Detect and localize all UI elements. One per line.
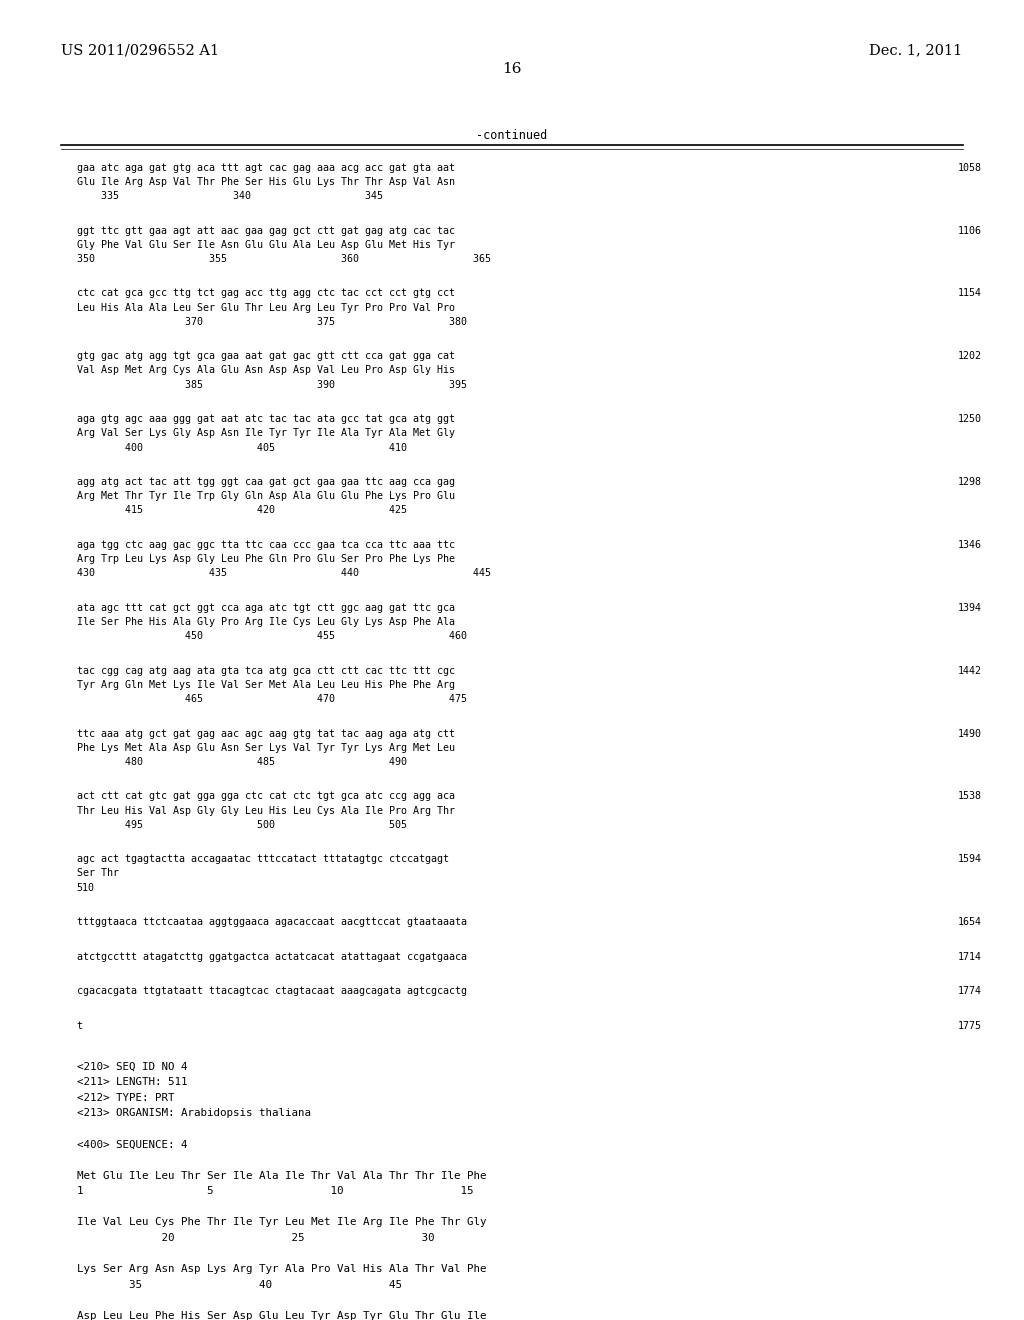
- Text: 1594: 1594: [957, 854, 981, 865]
- Text: 335                   340                   345: 335 340 345: [77, 191, 383, 201]
- Text: Ile Ser Phe His Ala Gly Pro Arg Ile Cys Leu Gly Lys Asp Phe Ala: Ile Ser Phe His Ala Gly Pro Arg Ile Cys …: [77, 616, 455, 627]
- Text: 465                   470                   475: 465 470 475: [77, 694, 467, 704]
- Text: 1394: 1394: [957, 603, 981, 612]
- Text: Asp Leu Leu Phe His Ser Asp Glu Leu Tyr Asp Tyr Glu Thr Glu Ile: Asp Leu Leu Phe His Ser Asp Glu Leu Tyr …: [77, 1311, 486, 1320]
- Text: 20                  25                  30: 20 25 30: [77, 1233, 434, 1243]
- Text: 1298: 1298: [957, 477, 981, 487]
- Text: agc act tgagtactta accagaatac tttccatact tttatagtgc ctccatgagt: agc act tgagtactta accagaatac tttccatact…: [77, 854, 449, 865]
- Text: Phe Lys Met Ala Asp Glu Asn Ser Lys Val Tyr Tyr Lys Arg Met Leu: Phe Lys Met Ala Asp Glu Asn Ser Lys Val …: [77, 743, 455, 752]
- Text: 450                   455                   460: 450 455 460: [77, 631, 467, 642]
- Text: Thr Leu His Val Asp Gly Gly Leu His Leu Cys Ala Ile Pro Arg Thr: Thr Leu His Val Asp Gly Gly Leu His Leu …: [77, 805, 455, 816]
- Text: agg atg act tac att tgg ggt caa gat gct gaa gaa ttc aag cca gag: agg atg act tac att tgg ggt caa gat gct …: [77, 477, 455, 487]
- Text: atctgccttt atagatcttg ggatgactca actatcacat atattagaat ccgatgaaca: atctgccttt atagatcttg ggatgactca actatca…: [77, 952, 467, 962]
- Text: aga gtg agc aaa ggg gat aat atc tac tac ata gcc tat gca atg ggt: aga gtg agc aaa ggg gat aat atc tac tac …: [77, 414, 455, 424]
- Text: tttggtaaca ttctcaataa aggtggaaca agacaccaat aacgttccat gtaataaata: tttggtaaca ttctcaataa aggtggaaca agacacc…: [77, 917, 467, 927]
- Text: Tyr Arg Gln Met Lys Ile Val Ser Met Ala Leu Leu His Phe Phe Arg: Tyr Arg Gln Met Lys Ile Val Ser Met Ala …: [77, 680, 455, 690]
- Text: -continued: -continued: [476, 129, 548, 143]
- Text: 430                   435                   440                   445: 430 435 440 445: [77, 569, 490, 578]
- Text: Ile Val Leu Cys Phe Thr Ile Tyr Leu Met Ile Arg Ile Phe Thr Gly: Ile Val Leu Cys Phe Thr Ile Tyr Leu Met …: [77, 1217, 486, 1228]
- Text: 1058: 1058: [957, 162, 981, 173]
- Text: US 2011/0296552 A1: US 2011/0296552 A1: [61, 44, 219, 57]
- Text: gtg gac atg agg tgt gca gaa aat gat gac gtt ctt cca gat gga cat: gtg gac atg agg tgt gca gaa aat gat gac …: [77, 351, 455, 362]
- Text: Arg Trp Leu Lys Asp Gly Leu Phe Gln Pro Glu Ser Pro Phe Lys Phe: Arg Trp Leu Lys Asp Gly Leu Phe Gln Pro …: [77, 554, 455, 564]
- Text: 1774: 1774: [957, 986, 981, 997]
- Text: Met Glu Ile Leu Thr Ser Ile Ala Ile Thr Val Ala Thr Thr Ile Phe: Met Glu Ile Leu Thr Ser Ile Ala Ile Thr …: [77, 1171, 486, 1180]
- Text: 1202: 1202: [957, 351, 981, 362]
- Text: Dec. 1, 2011: Dec. 1, 2011: [869, 44, 963, 57]
- Text: gaa atc aga gat gtg aca ttt agt cac gag aaa acg acc gat gta aat: gaa atc aga gat gtg aca ttt agt cac gag …: [77, 162, 455, 173]
- Text: 495                   500                   505: 495 500 505: [77, 820, 407, 830]
- Text: act ctt cat gtc gat gga gga ctc cat ctc tgt gca atc ccg agg aca: act ctt cat gtc gat gga gga ctc cat ctc …: [77, 792, 455, 801]
- Text: 400                   405                   410: 400 405 410: [77, 442, 407, 453]
- Text: Val Asp Met Arg Cys Ala Glu Asn Asp Asp Val Leu Pro Asp Gly His: Val Asp Met Arg Cys Ala Glu Asn Asp Asp …: [77, 366, 455, 375]
- Text: Leu His Ala Ala Leu Ser Glu Thr Leu Arg Leu Tyr Pro Pro Val Pro: Leu His Ala Ala Leu Ser Glu Thr Leu Arg …: [77, 302, 455, 313]
- Text: <210> SEQ ID NO 4: <210> SEQ ID NO 4: [77, 1061, 187, 1072]
- Text: ggt ttc gtt gaa agt att aac gaa gag gct ctt gat gag atg cac tac: ggt ttc gtt gaa agt att aac gaa gag gct …: [77, 226, 455, 235]
- Text: 1714: 1714: [957, 952, 981, 962]
- Text: 350                   355                   360                   365: 350 355 360 365: [77, 253, 490, 264]
- Text: Lys Ser Arg Asn Asp Lys Arg Tyr Ala Pro Val His Ala Thr Val Phe: Lys Ser Arg Asn Asp Lys Arg Tyr Ala Pro …: [77, 1265, 486, 1274]
- Text: 480                   485                   490: 480 485 490: [77, 756, 407, 767]
- Text: 35                  40                  45: 35 40 45: [77, 1279, 401, 1290]
- Text: <213> ORGANISM: Arabidopsis thaliana: <213> ORGANISM: Arabidopsis thaliana: [77, 1107, 311, 1118]
- Text: 1775: 1775: [957, 1020, 981, 1031]
- Text: 1346: 1346: [957, 540, 981, 550]
- Text: aga tgg ctc aag gac ggc tta ttc caa ccc gaa tca cca ttc aaa ttc: aga tgg ctc aag gac ggc tta ttc caa ccc …: [77, 540, 455, 550]
- Text: <211> LENGTH: 511: <211> LENGTH: 511: [77, 1077, 187, 1086]
- Text: Arg Met Thr Tyr Ile Trp Gly Gln Asp Ala Glu Glu Phe Lys Pro Glu: Arg Met Thr Tyr Ile Trp Gly Gln Asp Ala …: [77, 491, 455, 502]
- Text: 1                   5                  10                  15: 1 5 10 15: [77, 1187, 473, 1196]
- Text: 1538: 1538: [957, 792, 981, 801]
- Text: 1654: 1654: [957, 917, 981, 927]
- Text: 1250: 1250: [957, 414, 981, 424]
- Text: 415                   420                   425: 415 420 425: [77, 506, 407, 515]
- Text: ctc cat gca gcc ttg tct gag acc ttg agg ctc tac cct cct gtg cct: ctc cat gca gcc ttg tct gag acc ttg agg …: [77, 289, 455, 298]
- Text: 1106: 1106: [957, 226, 981, 235]
- Text: Glu Ile Arg Asp Val Thr Phe Ser His Glu Lys Thr Thr Asp Val Asn: Glu Ile Arg Asp Val Thr Phe Ser His Glu …: [77, 177, 455, 187]
- Text: <400> SEQUENCE: 4: <400> SEQUENCE: 4: [77, 1139, 187, 1150]
- Text: 510: 510: [77, 883, 95, 892]
- Text: 1154: 1154: [957, 289, 981, 298]
- Text: t: t: [77, 1020, 83, 1031]
- Text: 16: 16: [502, 62, 522, 75]
- Text: <212> TYPE: PRT: <212> TYPE: PRT: [77, 1093, 174, 1102]
- Text: Gly Phe Val Glu Ser Ile Asn Glu Glu Ala Leu Asp Glu Met His Tyr: Gly Phe Val Glu Ser Ile Asn Glu Glu Ala …: [77, 240, 455, 249]
- Text: Ser Thr: Ser Thr: [77, 869, 119, 878]
- Text: ata agc ttt cat gct ggt cca aga atc tgt ctt ggc aag gat ttc gca: ata agc ttt cat gct ggt cca aga atc tgt …: [77, 603, 455, 612]
- Text: Arg Val Ser Lys Gly Asp Asn Ile Tyr Tyr Ile Ala Tyr Ala Met Gly: Arg Val Ser Lys Gly Asp Asn Ile Tyr Tyr …: [77, 429, 455, 438]
- Text: 370                   375                   380: 370 375 380: [77, 317, 467, 327]
- Text: 1442: 1442: [957, 665, 981, 676]
- Text: 385                   390                   395: 385 390 395: [77, 380, 467, 389]
- Text: 1490: 1490: [957, 729, 981, 738]
- Text: ttc aaa atg gct gat gag aac agc aag gtg tat tac aag aga atg ctt: ttc aaa atg gct gat gag aac agc aag gtg …: [77, 729, 455, 738]
- Text: cgacacgata ttgtataatt ttacagtcac ctagtacaat aaagcagata agtcgcactg: cgacacgata ttgtataatt ttacagtcac ctagtac…: [77, 986, 467, 997]
- Text: tac cgg cag atg aag ata gta tca atg gca ctt ctt cac ttc ttt cgc: tac cgg cag atg aag ata gta tca atg gca …: [77, 665, 455, 676]
